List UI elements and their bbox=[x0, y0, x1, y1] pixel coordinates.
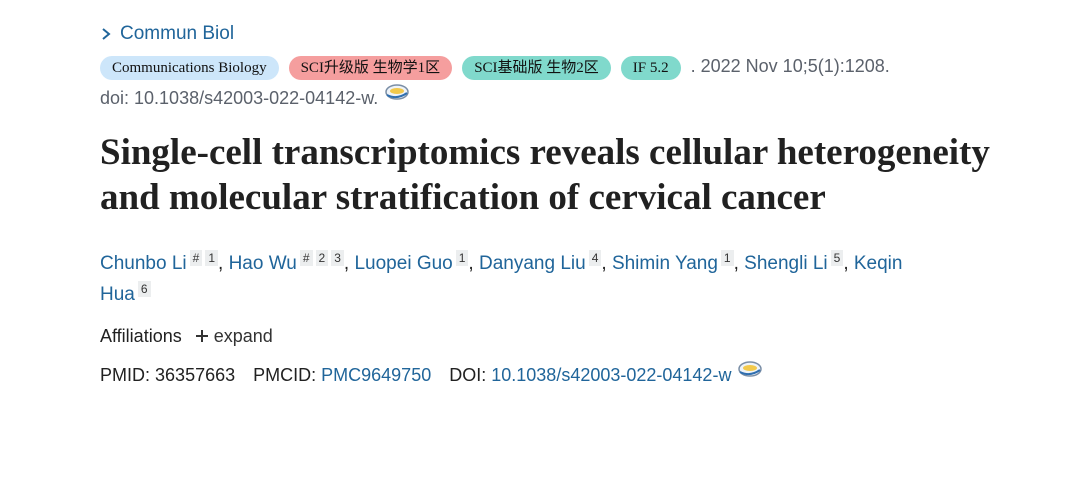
separator: , bbox=[218, 253, 224, 274]
affiliation-mark[interactable]: 6 bbox=[137, 281, 151, 297]
expand-toggle[interactable]: expand bbox=[195, 326, 273, 346]
badge[interactable]: SCI基础版 生物2区 bbox=[462, 56, 611, 80]
identifier-label: DOI: bbox=[449, 365, 487, 385]
affiliation-mark[interactable]: 3 bbox=[331, 250, 344, 266]
journal-row: Commun Biol bbox=[100, 20, 1030, 48]
journal-link[interactable]: Commun Biol bbox=[120, 23, 235, 44]
chevron-icon bbox=[102, 28, 111, 40]
article-title: Single-cell transcriptomics reveals cell… bbox=[100, 132, 990, 218]
affiliation-mark[interactable]: # bbox=[299, 250, 313, 266]
author-name[interactable]: Keqin Hua bbox=[100, 253, 903, 305]
badge[interactable]: Communications Biology bbox=[100, 56, 279, 80]
identifier-value[interactable]: PMC9649750 bbox=[321, 365, 432, 385]
article-header: Commun Biol Communications Biology SCI升级版… bbox=[100, 20, 1030, 386]
author-name[interactable]: Shimin Yang bbox=[611, 253, 718, 274]
author-name[interactable]: Luopei Guo bbox=[354, 253, 453, 274]
affiliation-mark[interactable]: 5 bbox=[830, 250, 844, 266]
badge[interactable]: SCI升级版 生物学1区 bbox=[288, 56, 453, 80]
author-name[interactable]: Shengli Li bbox=[744, 253, 828, 274]
identifier-label: PMID: bbox=[100, 365, 151, 385]
affiliations: Affiliations expand bbox=[100, 326, 1030, 347]
affiliation-mark[interactable]: # bbox=[189, 250, 203, 266]
identifier-value: 36357663 bbox=[155, 365, 236, 385]
separator: , bbox=[343, 253, 350, 274]
affiliation-mark[interactable]: 1 bbox=[455, 250, 469, 266]
identifier: PMCID: PMC9649750 bbox=[253, 365, 431, 385]
separator: , bbox=[843, 253, 849, 274]
plus-icon bbox=[195, 330, 208, 342]
author-name[interactable]: Hao Wu bbox=[228, 253, 297, 274]
affiliations-label: Affiliations bbox=[100, 326, 182, 346]
expand-label[interactable]: expand bbox=[213, 326, 273, 346]
citation: . 2022 Nov 10;5(1):1208. bbox=[690, 56, 890, 76]
separator: , bbox=[468, 253, 474, 274]
affiliation-mark[interactable]: 1 bbox=[205, 250, 218, 266]
identifier: DOI: 10.1038/s42003-022-04142-w bbox=[449, 361, 763, 385]
identifier-value[interactable]: 10.1038/s42003-022-04142-w bbox=[491, 365, 732, 385]
author-name[interactable]: Chunbo Li bbox=[100, 253, 187, 274]
affiliation-mark[interactable]: 4 bbox=[588, 250, 602, 266]
author-list: Chunbo Li #1, Hao Wu #2 3, Luopei Guo 1, Dan… bbox=[100, 248, 920, 310]
doi-line: doi: 10.1038/s42003-022-04142-w. bbox=[100, 88, 379, 108]
identifiers: PMID: 36357663 PMCID: PMC9649750 DOI: 10.1… bbox=[100, 359, 1030, 386]
identifier: PMID: 36357663 bbox=[100, 365, 235, 385]
separator: , bbox=[733, 253, 739, 274]
search-icon[interactable] bbox=[737, 359, 763, 379]
affiliation-mark[interactable]: 1 bbox=[720, 250, 734, 266]
affiliation-mark[interactable]: 2 bbox=[315, 250, 329, 266]
separator: , bbox=[601, 253, 607, 274]
citation-block: Communications Biology SCI升级版 生物学1区 SCI基础版… bbox=[100, 50, 1030, 114]
search-icon[interactable] bbox=[384, 82, 410, 102]
author-name[interactable]: Danyang Liu bbox=[478, 253, 586, 274]
identifier-label: PMCID: bbox=[253, 365, 317, 385]
badge[interactable]: IF 5.2 bbox=[620, 56, 681, 80]
